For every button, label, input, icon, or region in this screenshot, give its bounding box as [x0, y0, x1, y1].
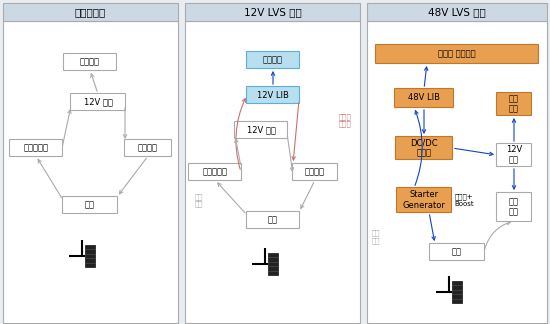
FancyBboxPatch shape	[63, 53, 117, 71]
Text: 12V
납축: 12V 납축	[506, 145, 522, 165]
Text: 12V LIB: 12V LIB	[257, 90, 289, 99]
Text: 48V LVS 사용: 48V LVS 사용	[428, 7, 486, 17]
Text: 高출력 전장부품: 高출력 전장부품	[438, 50, 476, 59]
FancyBboxPatch shape	[293, 164, 338, 180]
Text: 엔진: 엔진	[268, 215, 278, 225]
FancyBboxPatch shape	[246, 87, 300, 103]
Text: 정차後
再시동: 정차後 再시동	[339, 113, 352, 127]
Bar	[367, 21, 547, 323]
Text: Starter
Generator: Starter Generator	[403, 190, 446, 210]
Text: 전장부품: 전장부품	[263, 55, 283, 64]
Bar	[85, 245, 95, 267]
Text: 12V LVS 사용: 12V LVS 사용	[244, 7, 301, 17]
FancyBboxPatch shape	[9, 140, 63, 156]
FancyBboxPatch shape	[395, 136, 453, 159]
Bar	[268, 253, 278, 275]
FancyBboxPatch shape	[394, 88, 454, 108]
FancyBboxPatch shape	[189, 164, 241, 180]
FancyBboxPatch shape	[63, 196, 118, 214]
Text: 회생
제동: 회생 제동	[195, 193, 204, 207]
Text: 재시동+
Boost: 재시동+ Boost	[454, 193, 474, 207]
Bar	[367, 3, 547, 21]
FancyBboxPatch shape	[497, 144, 531, 167]
FancyBboxPatch shape	[246, 52, 300, 68]
FancyBboxPatch shape	[497, 192, 531, 222]
Text: 시동모터: 시동모터	[138, 144, 158, 153]
Text: 전장부품: 전장부품	[80, 57, 100, 66]
Bar	[3, 3, 178, 21]
FancyBboxPatch shape	[70, 94, 125, 110]
FancyBboxPatch shape	[397, 188, 452, 213]
Text: 엔진: 엔진	[452, 248, 462, 257]
Text: 시동모터: 시동모터	[305, 168, 325, 177]
FancyBboxPatch shape	[246, 212, 300, 228]
Text: 시동
모터: 시동 모터	[509, 197, 519, 217]
Text: 12V 납축: 12V 납축	[84, 98, 112, 107]
Text: 교류발전기: 교류발전기	[202, 168, 228, 177]
Bar	[452, 281, 462, 303]
Text: 12V 납축: 12V 납축	[246, 125, 276, 134]
Bar	[185, 21, 360, 323]
Text: 엔진: 엔진	[85, 201, 95, 210]
Text: 전장
부품: 전장 부품	[509, 94, 519, 114]
Bar	[185, 3, 360, 21]
FancyBboxPatch shape	[376, 44, 538, 64]
Bar	[3, 21, 178, 323]
FancyBboxPatch shape	[497, 92, 531, 115]
Text: 내연기관차: 내연기관차	[75, 7, 106, 17]
FancyBboxPatch shape	[234, 122, 288, 138]
FancyBboxPatch shape	[430, 244, 485, 260]
Text: 회생
제동: 회생 제동	[372, 230, 380, 244]
Text: 48V LIB: 48V LIB	[408, 94, 440, 102]
FancyBboxPatch shape	[124, 140, 172, 156]
Text: 교류발전기: 교류발전기	[24, 144, 48, 153]
Text: DC/DC
컨버터: DC/DC 컨버터	[410, 138, 438, 158]
